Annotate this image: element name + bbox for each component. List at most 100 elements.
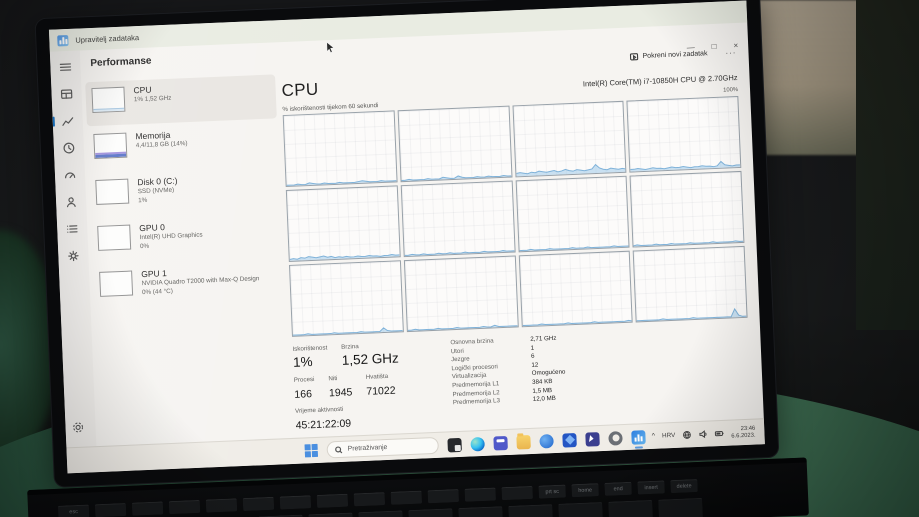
taskbar-app-settings[interactable] xyxy=(608,430,623,446)
cpu-core-graph-6[interactable] xyxy=(515,175,630,253)
cpu-core-sparkline xyxy=(628,97,741,172)
stat-handles-label: Hvatišta xyxy=(365,372,389,381)
sidebar-item-gpu1[interactable]: GPU 1 NVIDIA Quadro T2000 with Max-Q Des… xyxy=(93,258,285,310)
stat-handles-value: 71022 xyxy=(366,384,396,398)
key-f3[interactable] xyxy=(168,499,201,515)
run-task-icon xyxy=(629,53,639,61)
cpu-core-sparkline xyxy=(519,252,632,327)
cpu-core-graph-4[interactable] xyxy=(285,185,401,262)
gpu0-thumbnail xyxy=(97,224,132,251)
taskbar-app-edge[interactable] xyxy=(470,436,485,451)
maximize-button[interactable]: □ xyxy=(711,41,717,52)
minimize-button[interactable]: — xyxy=(686,42,695,53)
key-end[interactable]: end xyxy=(604,481,632,496)
key-f6[interactable] xyxy=(279,495,312,510)
cpu-core-graph-11[interactable] xyxy=(632,245,748,323)
key-f11[interactable] xyxy=(464,487,497,502)
gauge-icon xyxy=(65,171,76,178)
run-new-task-button[interactable]: Pokreni novi zadatak xyxy=(623,47,713,64)
key-delete[interactable]: delete xyxy=(670,479,698,494)
cpu-core-graph-10[interactable] xyxy=(518,250,633,328)
active-app-indicator xyxy=(634,445,643,449)
cpu-thumbnail xyxy=(91,86,126,114)
taskbar-app-photos[interactable] xyxy=(562,432,577,448)
nav-processes[interactable] xyxy=(57,86,76,102)
stat-utilization-value: 1% xyxy=(292,354,313,370)
speaker-icon[interactable] xyxy=(698,430,707,439)
key-f12[interactable] xyxy=(501,485,533,501)
detail-value: Omogućeno xyxy=(531,368,566,378)
tray-chevron[interactable]: ^ xyxy=(651,432,656,440)
nav-app-history[interactable] xyxy=(60,140,79,156)
cpu-core-graph-9[interactable] xyxy=(403,255,519,333)
window-title: Upravitelj zadataka xyxy=(75,32,140,45)
window-titlebar[interactable]: Upravitelj zadataka xyxy=(48,0,748,52)
sidebar-item-cpu[interactable]: CPU 1% 1,52 GHz xyxy=(85,74,277,127)
gear-icon xyxy=(73,422,84,433)
sidebar-item-sub: 4,4/11,8 GB (14%) xyxy=(135,140,188,150)
tab-performance-header: Performanse xyxy=(90,55,152,70)
sidebar-item-disk0[interactable]: Disk 0 (C:) SSD (NVMe) 1% xyxy=(89,166,281,218)
key-f8[interactable] xyxy=(353,492,386,507)
nav-users[interactable] xyxy=(62,194,81,210)
key-f10[interactable] xyxy=(427,489,460,504)
sidebar-item-memory[interactable]: Memorija 4,4/11,8 GB (14%) xyxy=(87,120,279,172)
cpu-core-graph-1[interactable] xyxy=(397,105,513,183)
graph-scale-label: 100% xyxy=(723,86,739,94)
laptop: Upravitelj zadataka — □ × xyxy=(27,0,809,517)
processes-icon xyxy=(60,88,73,99)
language-indicator[interactable]: HRV xyxy=(661,431,676,440)
nav-performance[interactable] xyxy=(58,113,77,129)
taskbar-app-teams[interactable] xyxy=(493,435,508,451)
nav-details[interactable] xyxy=(63,221,82,237)
cpu-core-sparkline xyxy=(513,102,626,177)
sidebar-item-gpu0[interactable]: GPU 0 Intel(R) UHD Graphics 0% xyxy=(91,212,283,264)
nav-startup-apps[interactable] xyxy=(61,167,80,183)
detail-value: 2,71 GHz xyxy=(530,334,557,343)
network-icon[interactable] xyxy=(682,430,691,439)
nav-menu-button[interactable] xyxy=(56,59,75,75)
cpu-core-graph-2[interactable] xyxy=(511,100,627,178)
cpu-core-graph-7[interactable] xyxy=(629,170,745,248)
taskbar-app-file-explorer[interactable] xyxy=(516,434,531,450)
stat-threads-label: Niti xyxy=(328,375,338,383)
key-f5[interactable] xyxy=(242,496,275,512)
key-f2[interactable] xyxy=(131,501,164,516)
cpu-core-graph-5[interactable] xyxy=(400,180,516,258)
cpu-core-graph-0[interactable] xyxy=(282,110,398,188)
taskbar-search[interactable]: Pretraživanje xyxy=(326,436,440,459)
taskbar-app-remote-desktop[interactable] xyxy=(585,431,600,447)
start-button[interactable] xyxy=(304,443,319,458)
taskbar-app-widgets[interactable] xyxy=(447,437,462,452)
detail-label: Predmemorija L3 xyxy=(452,397,501,407)
detail-value: 12,0 MB xyxy=(532,395,557,404)
nav-services[interactable] xyxy=(64,248,83,264)
sidebar-item-sub: 1% 1,52 GHz xyxy=(133,94,172,104)
cpu-core-graph-3[interactable] xyxy=(626,95,742,173)
key-esc[interactable]: esc xyxy=(57,504,90,517)
user-icon xyxy=(66,196,76,207)
battery-icon[interactable] xyxy=(714,429,724,438)
key-f9[interactable] xyxy=(390,490,423,505)
cpu-core-graph-8[interactable] xyxy=(288,260,404,337)
key-insert[interactable]: insert xyxy=(637,480,665,495)
key-home[interactable]: home xyxy=(571,483,599,498)
sidebar-item-sub: SSD (NVMe) xyxy=(137,186,175,196)
key-f1[interactable] xyxy=(94,502,127,517)
cpu-core-sparkline xyxy=(405,257,518,332)
taskmgr-settings-button[interactable] xyxy=(71,421,85,440)
cpu-details: Osnovna brzina 2,71 GHz Utori 1 Jezgre 6 Lo… xyxy=(450,334,567,427)
stat-uptime-label: Vrijeme aktivnosti xyxy=(294,405,344,415)
key-f4[interactable] xyxy=(205,498,238,513)
close-button[interactable]: × xyxy=(733,40,739,51)
key-f7[interactable] xyxy=(316,493,349,508)
clock-icon xyxy=(63,142,75,153)
taskbar-app-task-manager[interactable] xyxy=(631,429,646,449)
cpu-panel: Pokreni novi zadatak ··· CPU Intel(R) Co… xyxy=(281,45,752,434)
taskbar-app-blue-circle[interactable] xyxy=(539,433,554,449)
cpu-core-sparkline xyxy=(284,111,397,186)
performance-sidebar: CPU 1% 1,52 GHz Memorija 4,4/11,8 GB (14… xyxy=(85,74,284,312)
memory-thumbnail xyxy=(93,132,128,160)
key-prt-sc[interactable]: prt sc xyxy=(538,484,566,499)
taskbar-clock[interactable]: 23:46 6.6.2023. xyxy=(731,425,756,440)
